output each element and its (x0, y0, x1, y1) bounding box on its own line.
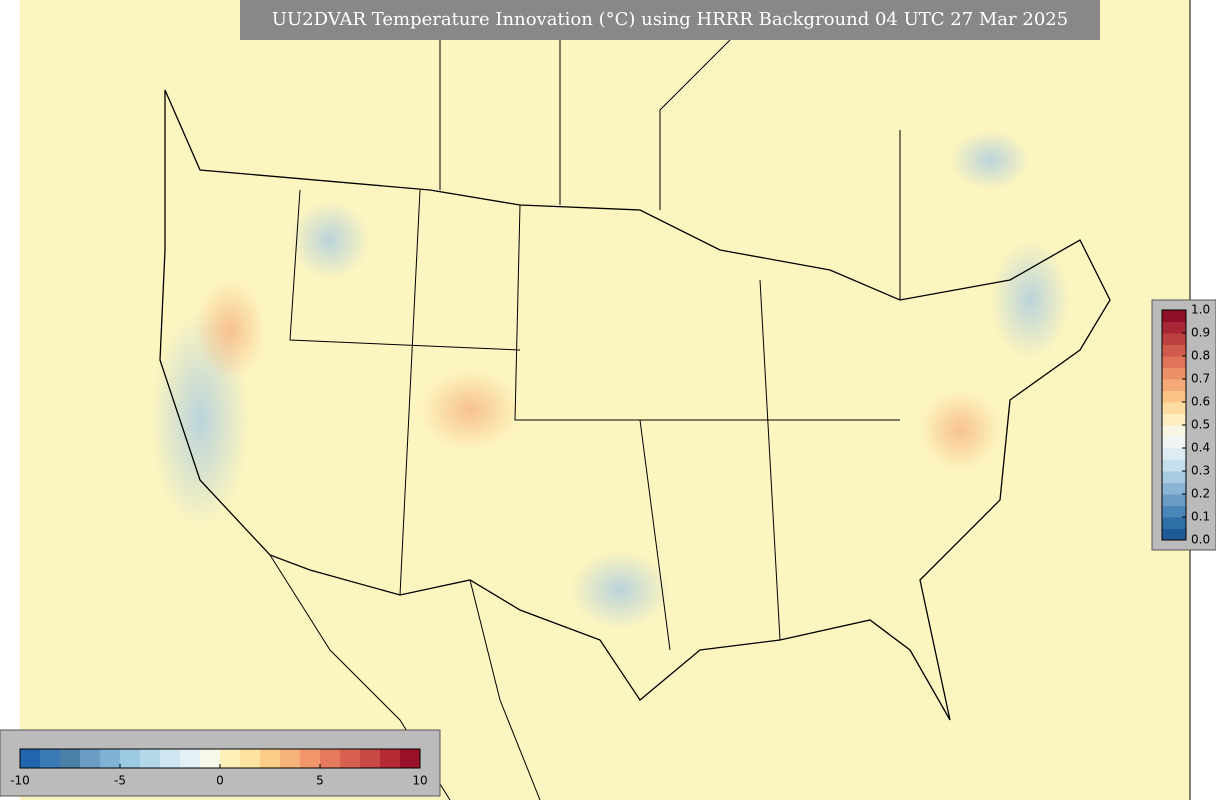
map-title: UU2DVAR Temperature Innovation (°C) usin… (272, 9, 1068, 30)
colorbar-segment (100, 749, 121, 768)
colorbar-segment (400, 749, 421, 768)
colorbar-segment (300, 749, 321, 768)
colorbar2-tick-label: 0.2 (1191, 487, 1210, 501)
colorbar-segment (60, 749, 81, 768)
colorbar-segment (380, 749, 401, 768)
colorbar2-segment (1162, 482, 1186, 495)
colorbar2-tick-label: 1.0 (1191, 303, 1210, 317)
colorbar-segment (280, 749, 301, 768)
colorbar-tick-label: 0 (216, 774, 224, 788)
colorbar-segment (40, 749, 61, 768)
colorbar2-tick-label: 0.0 (1191, 533, 1210, 547)
colorbar2-tick-label: 0.9 (1191, 326, 1210, 340)
colorbar2-tick-label: 0.5 (1191, 418, 1210, 432)
colorbar-tick-label: 10 (412, 774, 427, 788)
colorbar2-segment (1162, 356, 1186, 368)
colorbar2-segment (1162, 448, 1186, 460)
colorbars: -10 -5 0 5 10 0.0 0.1 0.2 0.3 0.4 0.5 0.6 0.7 0.8 0.9 1… (10, 303, 1210, 788)
colorbar-segment (260, 749, 281, 768)
colorbar2-tick-label: 0.1 (1191, 510, 1210, 524)
colorbar2-segment (1162, 425, 1186, 437)
colorbar-segment (240, 749, 261, 768)
colorbar-segment (80, 749, 101, 768)
colorbar-segment (180, 749, 201, 768)
colorbar-segment (340, 749, 361, 768)
colorbar2-segment (1162, 505, 1186, 518)
colorbar-segment (220, 749, 241, 768)
colorbar-segment (320, 749, 341, 768)
colorbar2-tick-label: 0.8 (1191, 349, 1210, 363)
colorbar2-tick-label: 0.7 (1191, 372, 1210, 386)
colorbar2-segment (1162, 321, 1186, 334)
colorbar2-segment (1162, 494, 1186, 506)
colorbar2-tick-label: 0.4 (1191, 441, 1210, 455)
colorbar-segment (20, 749, 41, 768)
field-shading (150, 130, 1070, 630)
colorbar2-tick-label: 0.6 (1191, 395, 1210, 409)
colorbar-segment (360, 749, 381, 768)
colorbar2-segment (1162, 471, 1186, 483)
colorbar2-segment (1162, 402, 1186, 414)
colorbar-segment (120, 749, 141, 768)
colorbar2-segment (1162, 413, 1186, 426)
colorbar-segment (200, 749, 221, 768)
colorbar2-segment (1162, 459, 1186, 472)
colorbar2-segment (1162, 528, 1186, 541)
colorbar2-segment (1162, 379, 1186, 391)
colorbar-tick-label: 5 (316, 774, 324, 788)
colorbar-segment (160, 749, 181, 768)
colorbar2-segment (1162, 310, 1186, 322)
colorbar2-segment (1162, 517, 1186, 529)
colorbar-tick-label: -10 (10, 774, 30, 788)
colorbar2-segment (1162, 333, 1186, 345)
colorbar2-segment (1162, 367, 1186, 380)
colorbar-tick-label: -5 (114, 774, 126, 788)
colorbar2-segment (1162, 436, 1186, 449)
colorbar-segment (140, 749, 161, 768)
colorbar2-tick-label: 0.3 (1191, 464, 1210, 478)
colorbar2-segment (1162, 390, 1186, 403)
outlines (159, 39, 1111, 801)
colorbar2-segment (1162, 344, 1186, 357)
title-box (240, 0, 1100, 40)
